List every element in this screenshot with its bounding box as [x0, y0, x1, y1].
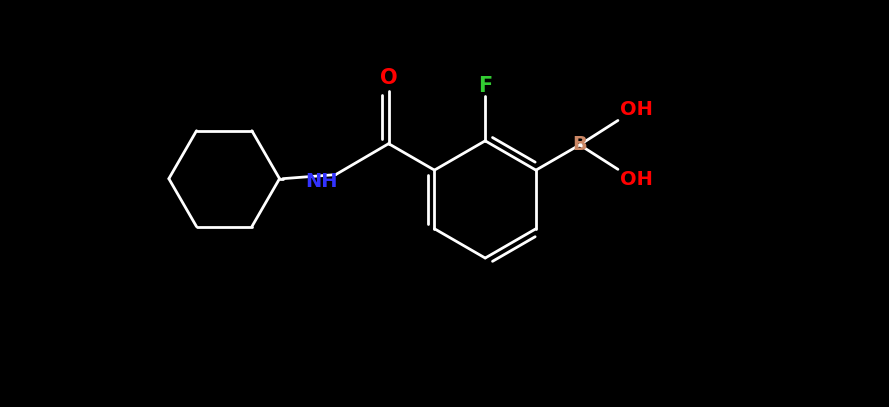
- Text: F: F: [478, 76, 493, 96]
- Text: B: B: [573, 136, 587, 154]
- Text: OH: OH: [621, 171, 653, 189]
- Text: NH: NH: [305, 172, 337, 190]
- Text: OH: OH: [621, 101, 653, 119]
- Text: O: O: [380, 68, 397, 88]
